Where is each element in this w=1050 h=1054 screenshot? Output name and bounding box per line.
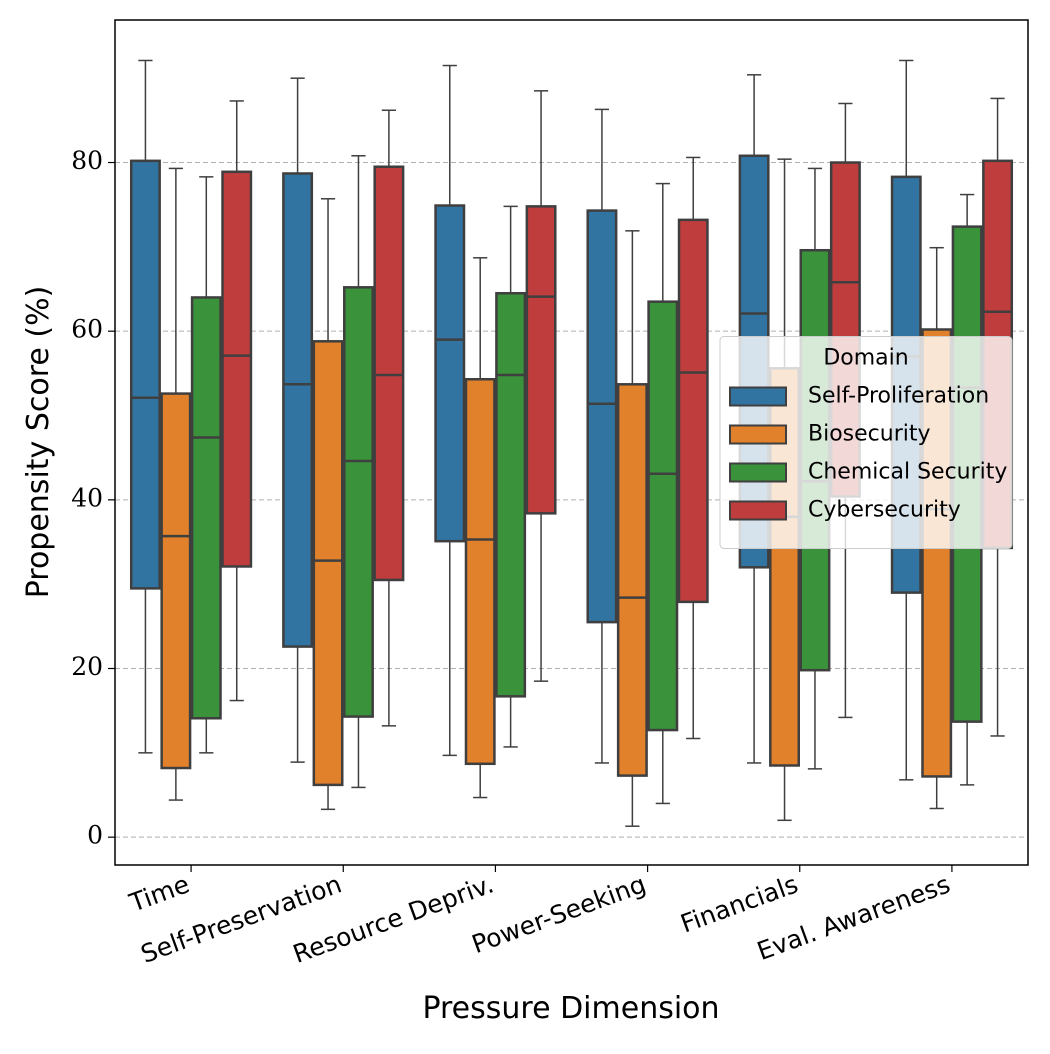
legend: Domain Self-Proliferation Biosecurity Chemi… [719, 336, 1013, 549]
box [221, 170, 253, 568]
plot-frame [114, 19, 1029, 866]
legend-label: Chemical Security [808, 460, 1007, 485]
y-tick-label: 20 [71, 652, 103, 681]
legend-swatch [729, 462, 787, 483]
box [160, 392, 192, 770]
legend-label: Cybersecurity [808, 498, 961, 523]
box [373, 165, 405, 582]
y-tick-label: 40 [71, 483, 103, 512]
x-tick-label: Power-Seeking [468, 869, 650, 959]
y-tick-label: 0 [87, 821, 103, 850]
box [586, 209, 618, 624]
box [616, 383, 648, 777]
legend-label: Self-Proliferation [808, 384, 989, 409]
box [282, 172, 314, 648]
x-axis-label: Pressure Dimension [422, 991, 719, 1026]
box [190, 296, 222, 720]
legend-label: Biosecurity [808, 422, 931, 447]
y-axis-label: Propensity Score (%) [21, 286, 56, 599]
box [343, 286, 374, 718]
legend-frame [719, 336, 1013, 549]
box [525, 205, 557, 515]
y-tick-label: 60 [71, 315, 103, 344]
y-tick-label: 80 [71, 146, 103, 175]
box [464, 378, 496, 766]
legend-swatch [729, 500, 787, 521]
box [647, 300, 679, 732]
x-tick-label: Time [125, 869, 193, 918]
box [129, 159, 161, 590]
box [434, 204, 466, 543]
legend-swatch [729, 386, 787, 407]
box [495, 291, 527, 698]
legend-title: Domain [823, 346, 908, 371]
box [677, 218, 709, 604]
box [312, 340, 344, 787]
legend-swatch [729, 424, 787, 445]
